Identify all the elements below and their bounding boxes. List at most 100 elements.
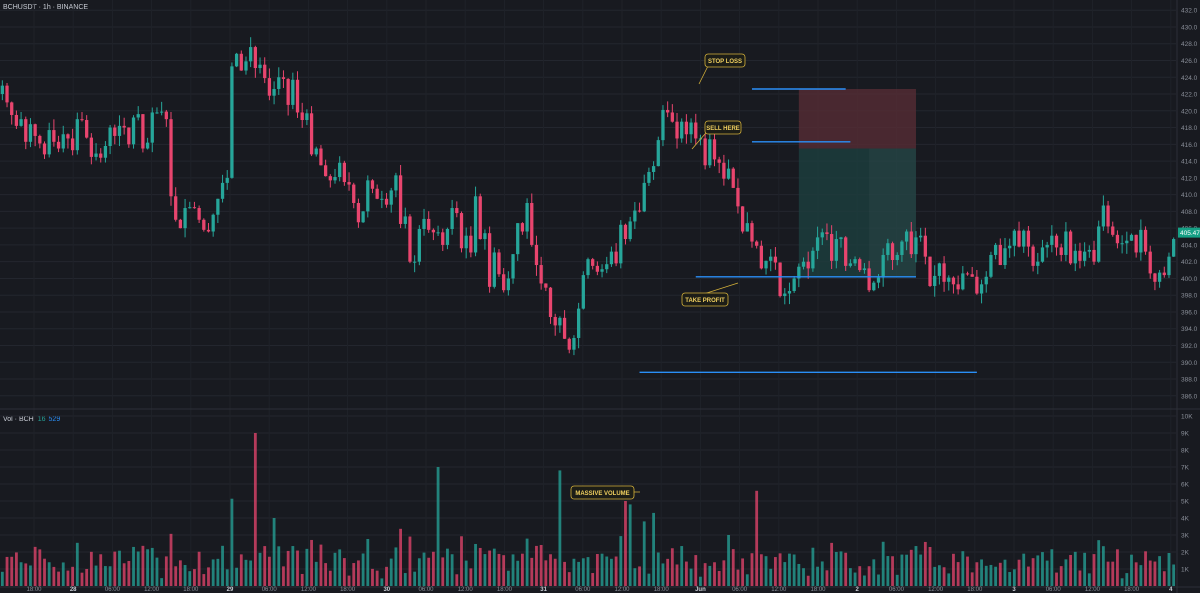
- price-tick-label: 390.0: [1181, 360, 1198, 367]
- candle-body: [581, 275, 585, 309]
- candle-body: [525, 203, 529, 232]
- volume-bar: [296, 550, 299, 586]
- candle-body: [1157, 272, 1162, 282]
- price-tick-label: 418.0: [1181, 125, 1198, 132]
- volume-bar: [952, 553, 955, 586]
- candle-body: [605, 264, 609, 270]
- candle-body: [661, 109, 665, 141]
- volume-bar: [900, 554, 904, 586]
- candle-body: [113, 127, 117, 136]
- volume-bar: [980, 559, 983, 586]
- volume-bar: [146, 549, 149, 586]
- volume-bar: [797, 563, 801, 586]
- candle-body: [1153, 273, 1157, 282]
- candle-body: [464, 235, 468, 249]
- volume-bar: [558, 470, 562, 586]
- volume-bar: [314, 561, 318, 586]
- volume-bar: [811, 547, 815, 586]
- volume-bar: [89, 551, 93, 586]
- volume-bar: [38, 549, 42, 586]
- candle-body: [1012, 230, 1016, 246]
- volume-bar: [909, 549, 913, 586]
- candle-body: [323, 165, 328, 177]
- price-tag-box: [1178, 227, 1200, 238]
- candle-body: [928, 256, 932, 286]
- candle-body: [487, 233, 492, 287]
- volume-bar: [1139, 565, 1143, 586]
- candle-body: [989, 254, 993, 277]
- candle-body: [834, 239, 838, 261]
- volume-bar: [937, 565, 941, 586]
- candle-body: [174, 196, 178, 220]
- volume-bar: [511, 554, 515, 586]
- time-tick-label: 06:00: [418, 587, 434, 593]
- volume-bar: [408, 536, 412, 586]
- volume-bar: [492, 548, 496, 586]
- candle-body: [469, 235, 473, 253]
- volume-bar: [614, 556, 618, 586]
- volume-bar: [1041, 552, 1044, 586]
- candle-body: [942, 263, 946, 282]
- volume-bar: [1045, 560, 1049, 586]
- candle-body: [291, 79, 295, 105]
- candle-body: [1026, 230, 1031, 247]
- volume-bar: [375, 570, 379, 586]
- volume-bar: [19, 562, 23, 586]
- volume-bar: [263, 546, 267, 586]
- volume-bar: [802, 568, 805, 586]
- volume-bar: [267, 556, 271, 586]
- take-profit-callout-text: TAKE PROFIT: [685, 298, 725, 304]
- volume-value-1: 16: [37, 416, 46, 423]
- candle-body: [675, 121, 679, 139]
- candle-body: [202, 219, 206, 230]
- candle-body: [895, 254, 899, 261]
- volume-bar: [441, 557, 445, 586]
- candle-body: [558, 317, 562, 326]
- volume-bar: [708, 565, 712, 586]
- candle-body: [85, 120, 89, 138]
- candle-body: [567, 338, 571, 350]
- candle-body: [736, 187, 740, 207]
- candle-body: [89, 137, 94, 157]
- candle-body: [94, 153, 98, 157]
- candle-body: [984, 276, 988, 285]
- candle-body: [1115, 234, 1120, 244]
- level-lines: [639, 88, 977, 374]
- volume-bar: [844, 552, 848, 586]
- volume-bar: [272, 518, 276, 586]
- candle-body: [586, 259, 590, 276]
- candle-body: [1003, 248, 1007, 266]
- candle-body: [309, 113, 314, 155]
- time-tick-label: 31: [540, 587, 547, 593]
- candle-body: [717, 159, 721, 163]
- candle-body: [164, 111, 168, 120]
- price-tick-label: 432.0: [1181, 8, 1198, 15]
- candle-body: [1167, 256, 1171, 276]
- candle-body: [975, 276, 979, 294]
- volume-bar: [14, 552, 18, 586]
- candle-body: [933, 275, 937, 286]
- price-tick-label: 404.0: [1181, 242, 1198, 249]
- candle-body: [75, 119, 79, 151]
- candle-body: [1082, 251, 1087, 261]
- candle-body: [890, 243, 895, 261]
- candle-body: [497, 252, 501, 275]
- time-tick-label: 06:00: [732, 587, 748, 593]
- candle-body: [150, 112, 154, 143]
- candle-body: [684, 121, 689, 135]
- candle-body: [726, 168, 731, 179]
- candle-body: [722, 162, 726, 179]
- time-tick-label: 18:00: [26, 587, 42, 593]
- candle-body: [1162, 272, 1166, 276]
- volume-bar: [427, 557, 431, 586]
- volume-tick-label: 10K: [1181, 414, 1193, 421]
- volume-bar: [127, 560, 131, 586]
- volume-bar: [258, 552, 262, 586]
- volume-bar: [774, 557, 777, 586]
- candle-body: [422, 218, 426, 229]
- volume-bar: [150, 547, 154, 586]
- price-tag-value: 405.47: [1180, 230, 1200, 237]
- volume-bar: [155, 557, 159, 586]
